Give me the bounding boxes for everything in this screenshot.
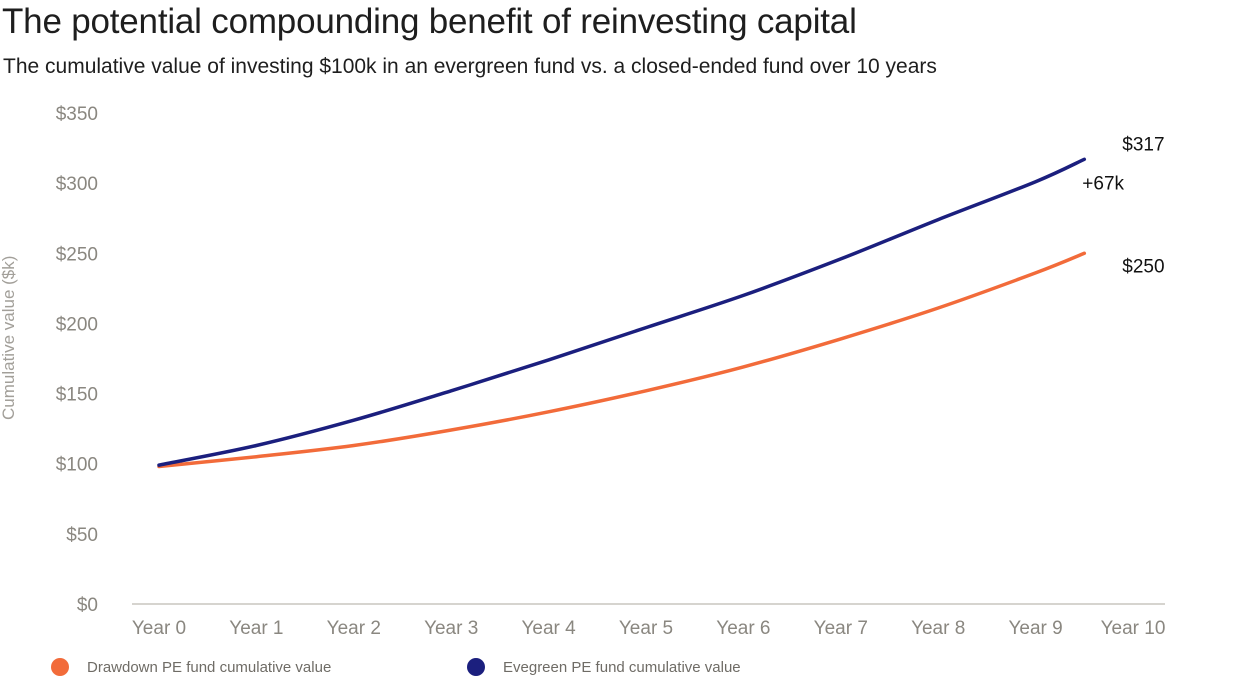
- legend-label-evergreen: Evegreen PE fund cumulative value: [503, 658, 741, 676]
- x-tick-label: Year 4: [521, 618, 576, 639]
- drawdown-end-label: $250: [1122, 256, 1164, 277]
- x-tick-label: Year 0: [132, 618, 186, 639]
- x-tick-label: Year 3: [424, 618, 478, 639]
- drawdown-series-line: [157, 251, 1087, 469]
- y-tick-label: $350: [56, 104, 98, 125]
- x-tick-label: Year 1: [229, 618, 283, 639]
- x-tick-label: Year 5: [619, 618, 673, 639]
- legend-swatch-drawdown: [51, 658, 69, 676]
- legend-item-drawdown: Drawdown PE fund cumulative value: [51, 656, 331, 678]
- y-tick-label: $150: [56, 385, 98, 406]
- y-tick-label: $300: [56, 174, 98, 195]
- y-tick-label: $100: [56, 455, 98, 476]
- x-tick-label: Year 7: [814, 618, 868, 639]
- chart-subtitle: The cumulative value of investing $100k …: [3, 55, 937, 78]
- x-tick-label: Year 9: [1008, 618, 1062, 639]
- x-tick-label: Year 2: [327, 618, 381, 639]
- chart-title: The potential compounding benefit of rei…: [2, 2, 857, 41]
- y-tick-label: $200: [56, 314, 98, 335]
- x-tick-label: Year 8: [911, 618, 965, 639]
- difference-label: +67k: [1082, 173, 1124, 194]
- legend-item-evergreen: Evegreen PE fund cumulative value: [467, 656, 741, 678]
- series-lines: [157, 157, 1087, 469]
- y-axis-ticks: $0 $50 $100 $150 $200 $250 $300 $350: [56, 104, 98, 616]
- legend-label-drawdown: Drawdown PE fund cumulative value: [87, 658, 332, 676]
- x-tick-label: Year 6: [716, 618, 770, 639]
- legend-swatch-evergreen: [467, 658, 485, 676]
- x-axis-ticks: Year 0 Year 1 Year 2 Year 3 Year 4 Year 5 Year…: [132, 618, 1166, 639]
- y-tick-label: $0: [77, 595, 98, 616]
- x-tick-label: Year 10: [1101, 618, 1166, 639]
- evergreen-end-label: $317: [1122, 134, 1164, 155]
- y-tick-label: $250: [56, 244, 98, 265]
- evergreen-series-line: [157, 157, 1087, 467]
- y-tick-label: $50: [66, 525, 98, 546]
